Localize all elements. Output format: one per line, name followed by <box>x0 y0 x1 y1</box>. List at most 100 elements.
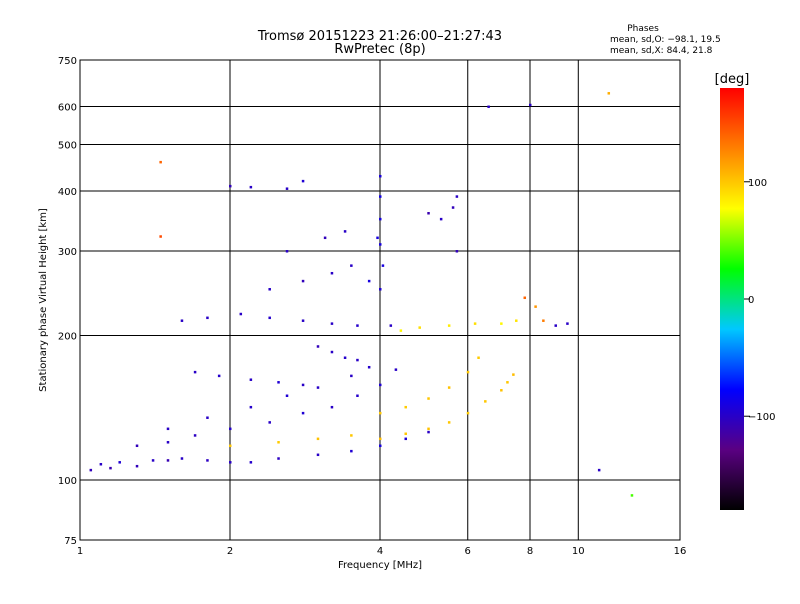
phases-heading: Phases <box>627 24 659 34</box>
data-point <box>447 324 451 327</box>
data-point <box>268 316 271 320</box>
data-point <box>379 195 382 198</box>
data-point <box>249 378 253 381</box>
data-point <box>343 230 347 233</box>
x-axis-label: Frequency [MHz] <box>338 560 422 571</box>
data-point <box>379 243 382 246</box>
data-point <box>217 374 221 378</box>
data-point <box>512 373 515 376</box>
plot-frame <box>79 59 681 541</box>
data-point <box>379 437 382 441</box>
data-point <box>356 394 359 398</box>
x-tick-label: 16 <box>674 546 687 557</box>
y-tick-labels: 75 100 200 300 400 500 600 750 <box>58 56 77 547</box>
data-point <box>285 250 289 253</box>
data-point <box>316 345 320 348</box>
x-tick-label: 8 <box>527 546 533 557</box>
data-point <box>477 356 480 359</box>
data-point <box>268 421 271 424</box>
data-point <box>418 326 421 329</box>
y-tick-label: 200 <box>58 332 77 343</box>
data-point <box>330 322 334 325</box>
x-tick-label: 2 <box>227 546 233 557</box>
y-tick-label: 500 <box>58 141 77 152</box>
data-point <box>166 441 170 444</box>
data-point <box>630 494 634 497</box>
data-point <box>376 236 379 240</box>
colorbar-tick-label: 0 <box>748 295 754 306</box>
colorbar-tick-label: 100 <box>748 178 767 189</box>
data-point <box>379 383 382 387</box>
data-point <box>566 322 569 325</box>
data-point <box>427 397 430 400</box>
data-point <box>523 296 527 300</box>
data-point <box>350 374 353 378</box>
data-point <box>506 381 509 384</box>
data-point <box>534 305 537 308</box>
data-point <box>427 430 430 434</box>
y-tick-label: 300 <box>58 247 77 258</box>
data-point <box>180 319 184 322</box>
data-point <box>159 160 162 164</box>
data-point <box>301 279 305 283</box>
data-point <box>206 459 209 462</box>
data-point <box>206 416 209 419</box>
data-point <box>229 444 232 448</box>
data-point <box>350 434 353 437</box>
data-point <box>239 312 243 316</box>
data-point <box>404 432 407 436</box>
data-point <box>285 187 289 190</box>
data-point <box>99 462 103 466</box>
data-point <box>379 444 382 448</box>
data-point <box>277 457 280 460</box>
data-point <box>193 434 197 437</box>
data-point <box>229 427 232 431</box>
data-point <box>249 185 253 189</box>
data-point <box>379 411 382 415</box>
data-point <box>229 461 232 464</box>
data-point <box>151 459 155 462</box>
data-point <box>135 444 139 448</box>
data-point <box>166 427 170 431</box>
x-tick-label: 6 <box>465 546 471 557</box>
data-point <box>484 400 487 403</box>
data-point <box>356 324 359 327</box>
data-point <box>447 421 451 424</box>
data-point <box>109 466 112 470</box>
data-point <box>89 468 93 472</box>
y-tick-label: 750 <box>58 56 77 67</box>
x-tick-labels: 1 2 4 6 8 10 16 <box>77 546 687 557</box>
data-point <box>466 411 470 415</box>
data-point <box>316 453 320 457</box>
data-point <box>350 449 353 453</box>
grid-lines <box>80 60 680 540</box>
data-point <box>229 184 232 188</box>
data-point <box>379 288 382 291</box>
data-point <box>597 468 601 472</box>
data-point <box>135 464 139 468</box>
data-point <box>487 105 490 109</box>
x-tick-label: 1 <box>77 546 83 557</box>
chart-subtitle: RwPretec (8p) <box>334 42 425 57</box>
y-tick-label: 600 <box>58 103 77 114</box>
data-point <box>542 319 545 322</box>
data-point <box>379 217 382 221</box>
chart-title: Tromsø 20151223 21:26:00–21:27:43 <box>257 29 502 44</box>
data-point <box>500 322 503 325</box>
x-tick-label: 4 <box>377 546 383 557</box>
data-point <box>249 461 253 464</box>
colorbar <box>720 88 744 510</box>
data-point <box>193 370 197 374</box>
data-point <box>180 457 184 460</box>
data-point <box>500 389 503 392</box>
data-point <box>473 322 477 325</box>
data-point <box>404 437 407 441</box>
data-point <box>381 264 385 267</box>
data-point <box>159 235 162 238</box>
data-point <box>285 394 289 398</box>
y-tick-label: 75 <box>64 536 77 547</box>
data-point <box>455 250 459 253</box>
data-point <box>394 368 398 371</box>
data-point <box>301 319 305 322</box>
